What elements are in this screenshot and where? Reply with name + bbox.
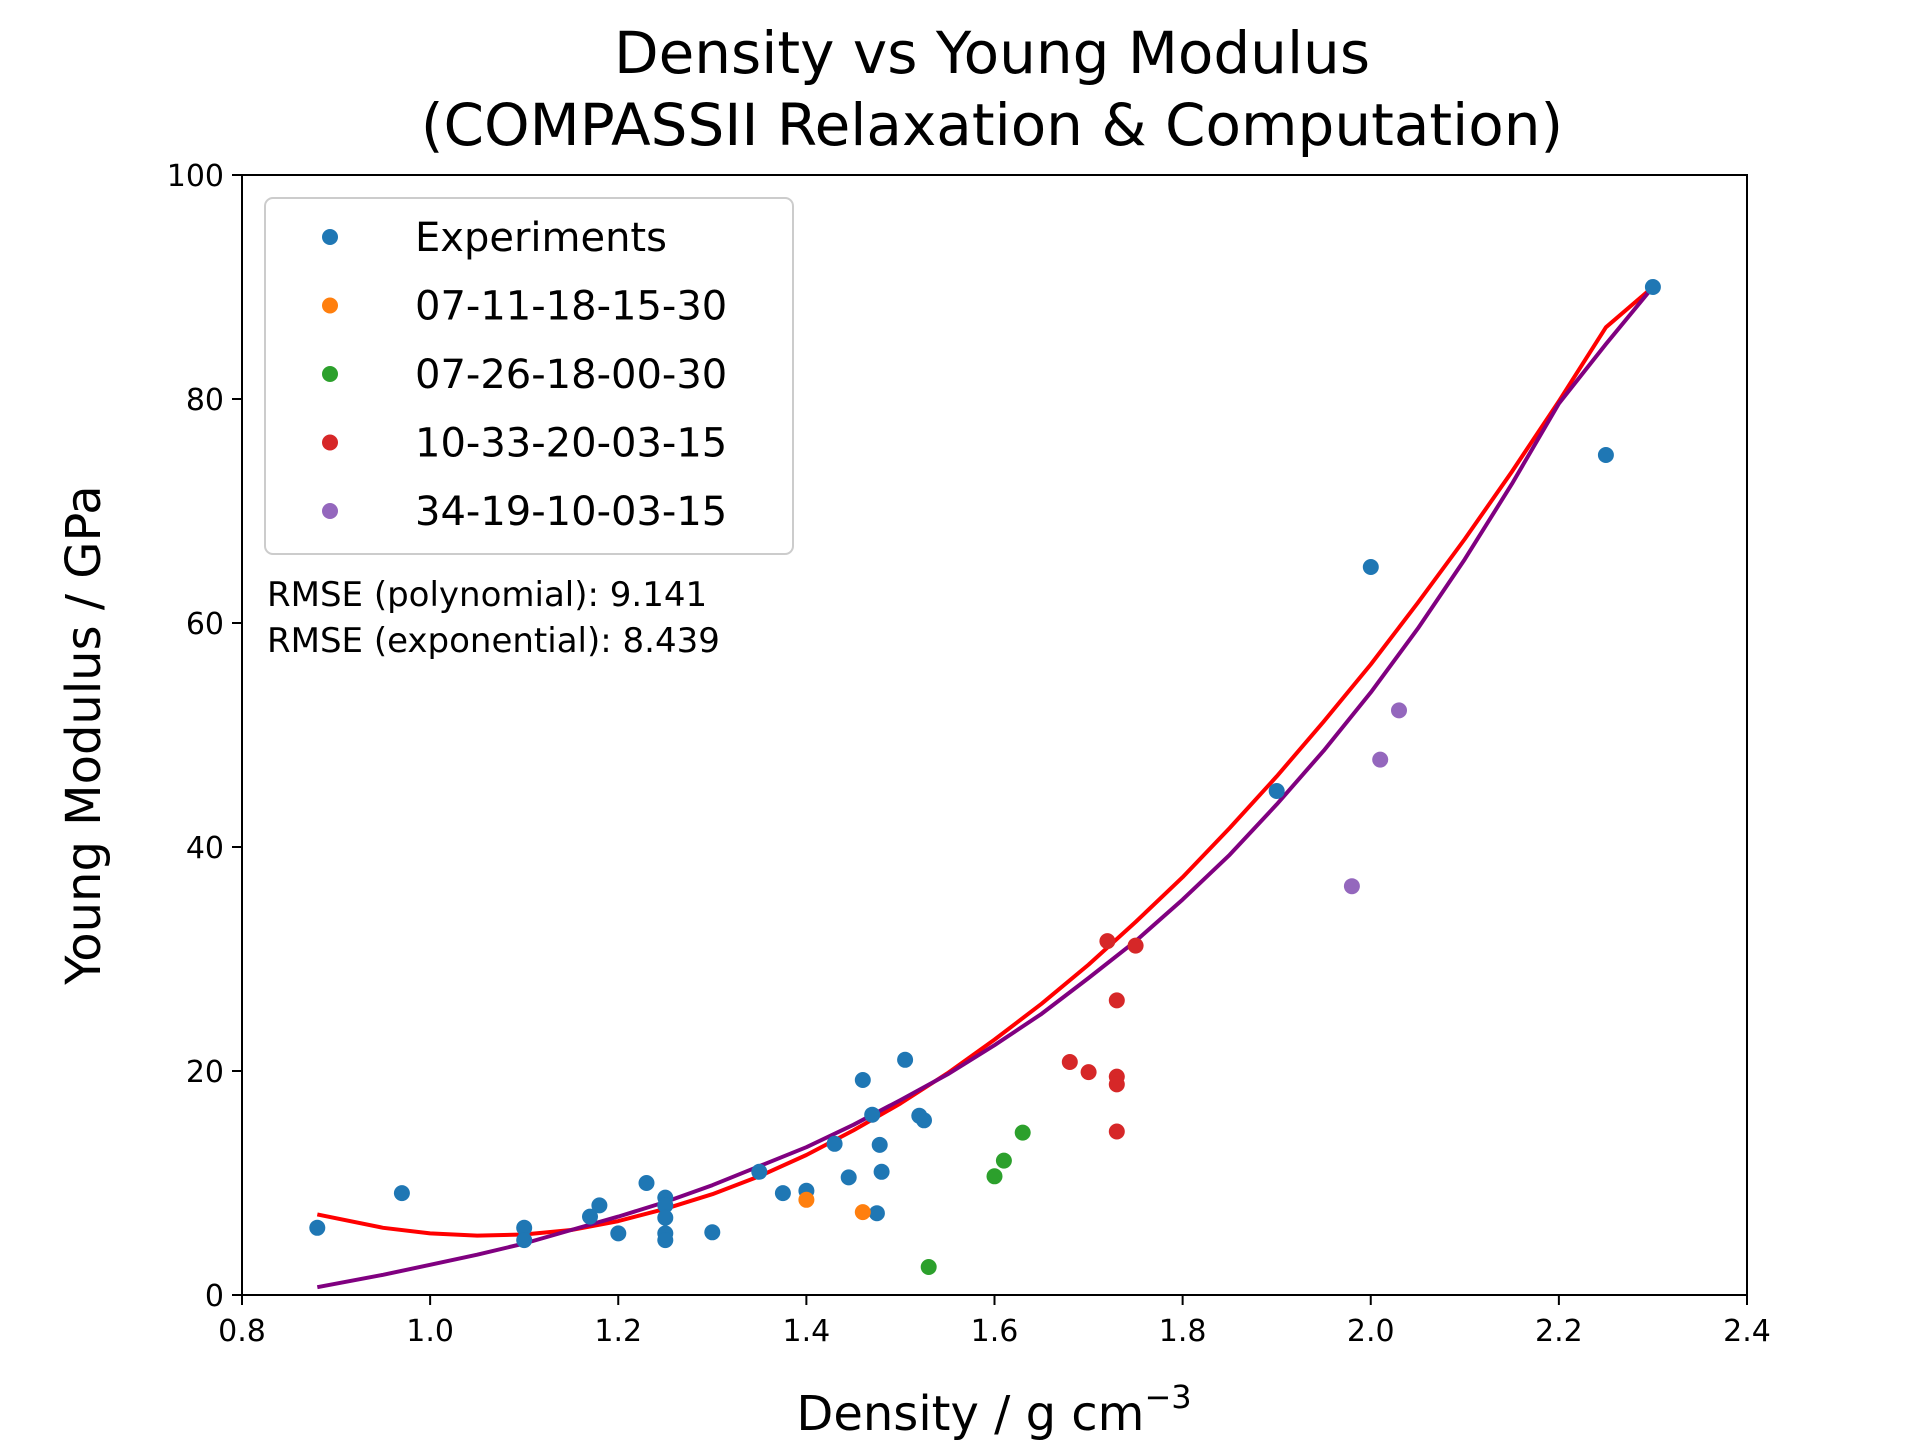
x-axis-label: Density / g cm−3 — [796, 1378, 1191, 1440]
y-tick-label: 40 — [186, 831, 224, 866]
data-point — [1108, 1123, 1125, 1140]
series-10-33-20-03-15 — [1061, 933, 1144, 1140]
legend-label: Experiments — [415, 215, 667, 261]
data-point — [1597, 447, 1614, 463]
x-tick-label: 1.6 — [971, 1314, 1019, 1349]
data-point — [986, 1168, 1003, 1185]
legend-label: 07-26-18-00-30 — [415, 352, 727, 398]
data-point — [638, 1175, 655, 1191]
x-axis-label-text: Density / g cm — [796, 1386, 1144, 1440]
rmse-polynomial-annotation: RMSE (polynomial): 9.141 — [267, 575, 707, 615]
x-axis-label-superscript: −3 — [1144, 1378, 1191, 1416]
data-point — [1108, 992, 1125, 1009]
y-tick-label: 20 — [186, 1055, 224, 1090]
data-point — [868, 1205, 885, 1222]
y-axis-label: Young Modulus / GPa — [56, 485, 112, 985]
series-experiments — [309, 279, 1661, 1249]
data-point — [393, 1185, 410, 1202]
y-tick-label: 100 — [167, 159, 224, 194]
legend-marker — [322, 434, 338, 451]
y-tick-label: 0 — [205, 1279, 224, 1314]
x-tick-label: 2.4 — [1723, 1314, 1771, 1349]
x-tick-label: 1.8 — [1159, 1314, 1207, 1349]
data-points — [309, 279, 1661, 1275]
x-tick-label: 2.0 — [1347, 1314, 1395, 1349]
series-07-26-18-00-30 — [920, 1124, 1031, 1275]
data-point — [1362, 559, 1379, 575]
legend-label: 07-11-18-15-30 — [415, 284, 727, 330]
legend-marker — [322, 366, 338, 382]
data-point — [1061, 1054, 1078, 1070]
series-34-19-10-03-15 — [1343, 702, 1407, 895]
data-point — [704, 1224, 721, 1241]
fit-line-polynomial — [316, 285, 1655, 1238]
data-point — [1343, 878, 1360, 895]
data-point — [1099, 933, 1116, 950]
data-point — [657, 1232, 674, 1249]
chart-title-line-2: (COMPASSII Relaxation & Computation) — [421, 91, 1563, 159]
data-point — [591, 1197, 608, 1214]
legend-item-07-11-18-15-30: 07-11-18-15-30 — [322, 284, 727, 330]
data-point — [854, 1072, 871, 1088]
legend-item-07-26-18-00-30: 07-26-18-00-30 — [322, 352, 727, 398]
legend-marker — [322, 229, 338, 245]
y-tick-label: 60 — [186, 607, 224, 642]
data-point — [873, 1163, 890, 1180]
x-tick-label: 1.2 — [594, 1314, 642, 1349]
data-point — [840, 1169, 857, 1186]
data-point — [610, 1225, 627, 1242]
y-tick-label: 80 — [186, 383, 224, 418]
series-07-11-18-15-30 — [798, 1191, 871, 1221]
axis-ticks: 0.8 1.0 1.2 1.4 1.6 1.8 2.0 2.2 2.4 0 20 40 60 80 100 — [167, 159, 1771, 1349]
legend-item-34-19-10-03-15: 34-19-10-03-15 — [322, 489, 727, 535]
data-point — [854, 1204, 871, 1221]
data-point — [920, 1259, 937, 1275]
legend-label: 34-19-10-03-15 — [415, 489, 727, 535]
fit-line-exponential — [316, 285, 1655, 1290]
legend-marker — [322, 297, 338, 314]
x-tick-label: 1.4 — [783, 1314, 831, 1349]
data-point — [1391, 702, 1407, 719]
rmse-exponential-annotation: RMSE (exponential): 8.439 — [267, 621, 720, 661]
legend: Experiments 07-11-18-15-30 07-26-18-00-30 1… — [264, 197, 794, 555]
data-point — [916, 1112, 932, 1129]
data-point — [1080, 1064, 1097, 1081]
fit-curves — [316, 285, 1655, 1290]
data-point — [657, 1197, 674, 1214]
legend-box — [264, 197, 794, 555]
data-point — [1014, 1124, 1031, 1141]
data-point — [1268, 783, 1285, 799]
data-point — [516, 1219, 533, 1236]
data-point — [995, 1152, 1012, 1169]
legend-label: 10-33-20-03-15 — [415, 421, 727, 467]
legend-items: Experiments 07-11-18-15-30 07-26-18-00-30 1… — [322, 215, 727, 535]
x-tick-label: 0.8 — [218, 1314, 266, 1349]
legend-item-experiments: Experiments — [322, 215, 667, 261]
legend-item-10-33-20-03-15: 10-33-20-03-15 — [322, 421, 727, 467]
data-point — [582, 1208, 598, 1225]
legend-marker — [322, 503, 338, 519]
data-point — [826, 1135, 843, 1152]
data-point — [1127, 937, 1144, 954]
data-point — [897, 1051, 914, 1068]
data-point — [309, 1219, 326, 1236]
data-point — [516, 1232, 533, 1249]
data-point — [751, 1163, 768, 1180]
data-point — [657, 1209, 674, 1226]
data-point — [798, 1191, 815, 1208]
data-point — [1108, 1076, 1125, 1093]
x-tick-label: 2.2 — [1535, 1314, 1583, 1349]
x-tick-label: 1.0 — [406, 1314, 454, 1349]
data-point — [864, 1106, 881, 1123]
data-point — [1644, 279, 1661, 295]
data-point — [1372, 751, 1389, 768]
chart-title-line-1: Density vs Young Modulus — [614, 19, 1370, 87]
data-point — [774, 1185, 791, 1202]
data-point — [871, 1136, 888, 1153]
